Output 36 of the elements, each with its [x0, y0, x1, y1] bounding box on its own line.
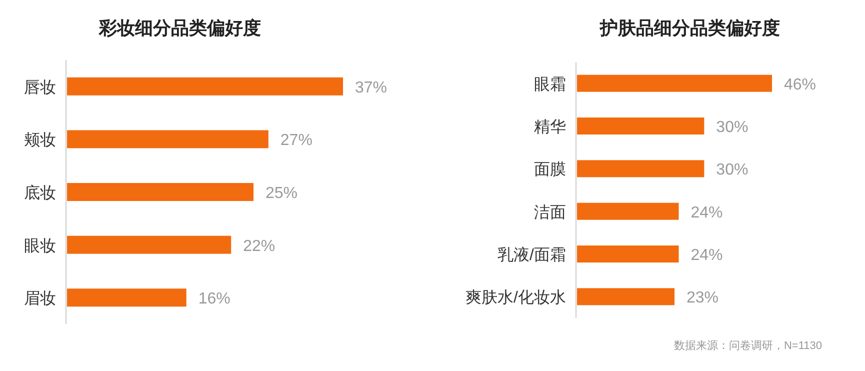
y-tick-label: 面膜: [534, 160, 566, 179]
y-tick-label: 乳液/面霜: [498, 246, 566, 264]
data-label: 24%: [690, 247, 723, 264]
data-label: 30%: [716, 162, 748, 179]
y-tick-label: 眉妆: [24, 290, 56, 308]
data-label: 24%: [690, 204, 723, 222]
y-tick-label: 眼霜: [534, 76, 566, 94]
y-tick-label: 颊妆: [24, 132, 56, 150]
data-label: 30%: [716, 119, 748, 136]
chart-title: 护肤品细分品类偏好度: [599, 18, 780, 38]
y-tick-label: 洁面: [534, 203, 566, 222]
data-label: 22%: [243, 238, 276, 255]
bar: [67, 77, 343, 96]
y-tick-label: 精华: [534, 118, 566, 136]
y-tick-label: 爽肤水/化妆水: [466, 288, 566, 307]
bar: [67, 236, 232, 254]
bar: [577, 160, 704, 178]
data-label: 37%: [355, 79, 388, 96]
data-label: 27%: [280, 132, 312, 150]
data-label: 25%: [265, 185, 298, 202]
bar: [67, 130, 268, 148]
source-note: 数据来源：问卷调研，N=1130: [674, 339, 822, 352]
y-tick-label: 唇妆: [24, 79, 56, 96]
y-tick-label: 底妆: [24, 184, 56, 202]
bar: [577, 288, 674, 306]
data-label: 23%: [686, 290, 719, 307]
chart-title: 彩妆细分品类偏好度: [98, 18, 261, 38]
bar: [577, 246, 679, 262]
bar: [67, 288, 186, 307]
bar: [577, 202, 679, 220]
bar: [577, 74, 772, 92]
bar: [577, 118, 704, 134]
bar: [67, 183, 254, 201]
data-label: 16%: [198, 290, 230, 308]
y-tick-label: 眼妆: [24, 238, 56, 255]
data-label: 46%: [784, 76, 816, 94]
